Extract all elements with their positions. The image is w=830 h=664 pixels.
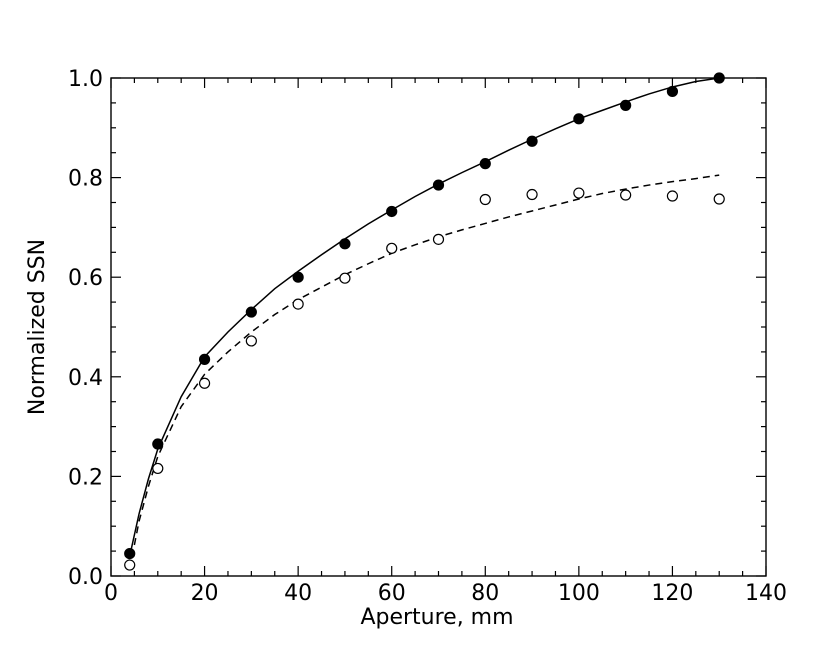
open-point: [152, 462, 164, 475]
open-point: [432, 233, 445, 245]
x-axis-label: Aperture, mm: [360, 605, 513, 630]
open-point: [713, 193, 725, 205]
open-point: [198, 377, 211, 389]
axis-ticks: 0 20 40 60 80 100 120 140 0.0 0.2 0.4 0.6 0.8 1.0: [68, 67, 787, 606]
filled-point: [573, 113, 585, 125]
open-point: [573, 187, 585, 199]
open-point: [124, 559, 136, 571]
y-axis-label: Normalized SSN: [25, 239, 50, 415]
filled-point: [152, 438, 164, 450]
filled-point: [245, 306, 257, 318]
open-point: [666, 190, 679, 202]
filled-point: [432, 179, 445, 191]
fit-curves: [128, 77, 720, 569]
y-tick-label: 0.2: [68, 465, 103, 490]
open-point: [245, 335, 257, 347]
open-point: [386, 242, 398, 254]
open-point: [620, 189, 632, 201]
y-tick-label: 0.0: [68, 565, 103, 590]
x-tick-label: 80: [471, 581, 499, 606]
filled-point: [526, 135, 538, 147]
x-tick-label: 40: [284, 581, 312, 606]
x-tick-label: 60: [378, 581, 406, 606]
open-point: [526, 188, 538, 201]
filled-point: [124, 547, 136, 560]
filled-point: [479, 158, 491, 170]
dashed-fit-line: [128, 174, 720, 569]
y-tick-label: 0.4: [68, 366, 103, 391]
solid-fit-line: [128, 77, 720, 557]
x-tick-label: 120: [651, 581, 693, 606]
plot-frame: [110, 77, 767, 577]
y-tick-label: 0.6: [68, 266, 103, 291]
filled-point: [386, 205, 398, 218]
open-point: [292, 298, 304, 310]
data-markers: [124, 72, 725, 571]
filled-point: [292, 271, 304, 283]
y-tick-label: 1.0: [68, 67, 103, 92]
x-tick-label: 140: [745, 581, 787, 606]
x-tick-label: 100: [558, 581, 600, 606]
filled-point: [198, 353, 211, 365]
x-tick-label: 0: [104, 581, 118, 606]
y-tick-label: 0.8: [68, 167, 103, 192]
filled-point: [339, 238, 351, 250]
plot-area: [110, 77, 767, 577]
filled-point: [620, 99, 632, 111]
open-point: [479, 193, 491, 206]
x-tick-label: 20: [191, 581, 219, 606]
open-point: [339, 272, 351, 284]
